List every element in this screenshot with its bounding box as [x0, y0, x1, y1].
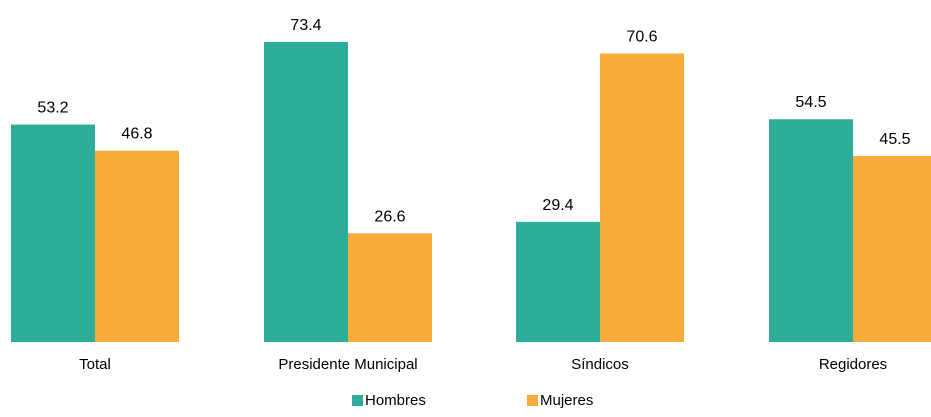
bar-hombres-sindicos — [516, 221, 600, 342]
legend-swatch-hombres — [352, 395, 363, 406]
category-label-presidente-municipal: Presidente Municipal — [278, 356, 417, 373]
category-label-total: Total — [79, 356, 111, 373]
legend-swatch-mujeres — [527, 395, 538, 406]
category-label-regidores: Regidores — [819, 356, 887, 373]
value-label-mujeres-total: 46.8 — [121, 126, 152, 143]
value-label-mujeres-sindicos: 70.6 — [626, 28, 657, 45]
bar-mujeres-total — [95, 150, 179, 342]
value-labels-group: 53.2 46.8 73.4 26.6 29.4 70.6 54.5 45.5 — [37, 17, 910, 225]
value-label-hombres-presidente-municipal: 73.4 — [290, 17, 321, 34]
legend: Hombres Mujeres — [0, 392, 931, 414]
bar-mujeres-sindicos — [600, 53, 684, 342]
category-label-sindicos: Síndicos — [571, 356, 629, 373]
value-label-hombres-sindicos: 29.4 — [542, 197, 573, 214]
bar-hombres-total — [11, 124, 95, 342]
value-label-mujeres-regidores: 45.5 — [879, 131, 910, 148]
category-labels-group: Total Presidente Municipal Síndicos Regidor… — [79, 356, 887, 373]
legend-label-hombres: Hombres — [365, 392, 426, 409]
value-label-hombres-regidores: 54.5 — [795, 94, 826, 111]
bar-hombres-regidores — [769, 119, 853, 342]
bar-mujeres-regidores — [853, 156, 931, 342]
bar-mujeres-presidente-municipal — [348, 233, 432, 342]
legend-item-mujeres: Mujeres — [527, 392, 593, 409]
value-label-mujeres-presidente-municipal: 26.6 — [374, 208, 405, 225]
legend-item-hombres: Hombres — [352, 392, 426, 409]
bar-hombres-presidente-municipal — [264, 42, 348, 342]
legend-label-mujeres: Mujeres — [540, 392, 594, 409]
value-label-hombres-total: 53.2 — [37, 100, 68, 117]
bars-group — [11, 42, 931, 342]
